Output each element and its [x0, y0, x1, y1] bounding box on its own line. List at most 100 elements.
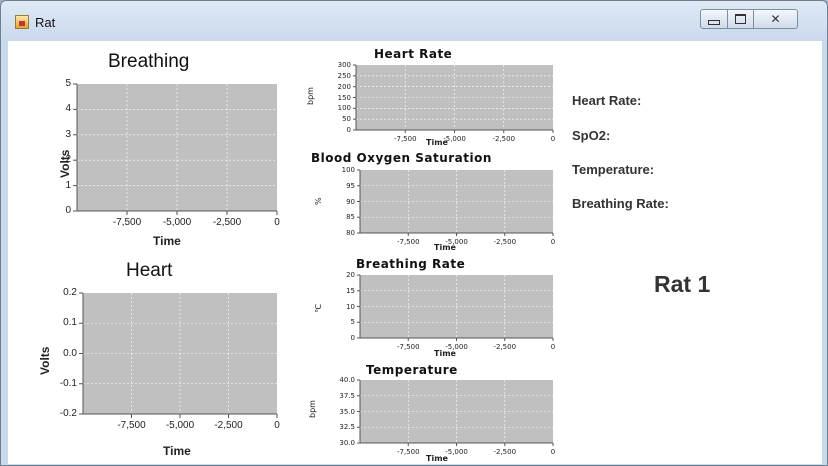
- spo2-label: SpO2:: [572, 128, 611, 143]
- chart-plot: [357, 169, 554, 236]
- x-axis-label: Time: [163, 444, 191, 458]
- x-tick-label: -2,500: [492, 135, 516, 143]
- chart-plot: [353, 64, 554, 133]
- y-tick-label: 1: [65, 179, 71, 191]
- y-tick-label: 85: [346, 213, 355, 222]
- y-tick-label: 15: [346, 286, 355, 295]
- blood-oxygen-chart: Blood Oxygen Saturation Time % 100 95 90 85…: [304, 151, 556, 255]
- y-tick-label: 35.0: [339, 407, 355, 416]
- y-tick-label: 0.2: [63, 287, 77, 298]
- x-tick-label: -2,500: [493, 238, 517, 246]
- plot-area: [77, 84, 277, 211]
- x-tick-label: -2,500: [493, 343, 517, 351]
- y-tick-label: 0: [350, 334, 355, 342]
- java-app-icon[interactable]: [15, 15, 29, 29]
- x-tick-label: -5,000: [162, 217, 192, 228]
- close-icon: ✕: [770, 12, 781, 26]
- x-tick-label: 0: [550, 343, 556, 351]
- y-tick-label: 10: [346, 302, 355, 311]
- chart-plot: [357, 379, 554, 446]
- x-axis-label: Time: [153, 234, 181, 248]
- y-tick-label: 95: [346, 181, 355, 190]
- y-tick-label: 0.0: [63, 347, 77, 359]
- y-tick-label: 3: [65, 128, 71, 140]
- x-tick-label: -7,500: [393, 135, 417, 143]
- y-tick-label: 50: [342, 115, 351, 124]
- x-axis-label: Time: [434, 243, 456, 252]
- heart-rate-chart: Heart Rate Time bpm 300 250 200 150 100 50 0 -7…: [304, 45, 556, 149]
- title-bar[interactable]: Rat ✕: [1, 1, 828, 41]
- y-tick-label: 100: [341, 166, 355, 174]
- x-tick-label: -7,500: [396, 448, 420, 456]
- x-tick-label: -7,500: [396, 343, 420, 351]
- y-tick-label: 40.0: [339, 376, 355, 384]
- chart-title: Temperature: [366, 363, 458, 377]
- chart-title: Breathing Rate: [356, 257, 466, 271]
- y-tick-label: 300: [337, 61, 351, 69]
- y-tick-label: 0: [65, 205, 71, 216]
- x-tick-label: -5,000: [165, 420, 195, 431]
- x-axis-label: Time: [434, 349, 456, 358]
- chart-title: Heart: [126, 260, 173, 281]
- y-tick-label: -0.1: [59, 377, 77, 389]
- x-axis-label: Time: [426, 454, 448, 463]
- x-tick-label: -5,000: [443, 135, 466, 143]
- y-tick-label: 80: [346, 229, 355, 237]
- y-tick-label: 150: [337, 93, 351, 102]
- y-tick-label: 100: [337, 104, 351, 113]
- maximize-icon: [735, 14, 746, 24]
- close-button[interactable]: ✕: [754, 9, 798, 29]
- breathing-rate-label: Breathing Rate:: [572, 196, 669, 211]
- y-axis-label: %: [314, 197, 323, 205]
- y-tick-label: 37.5: [339, 391, 355, 400]
- x-tick-label: -7,500: [117, 420, 146, 431]
- heart-chart: Heart Time Volts 0.2 0.1 0.0 -0.1 -0.2 -7,500…: [8, 253, 288, 464]
- x-tick-label: 0: [550, 135, 556, 143]
- y-axis-label: bpm: [306, 87, 315, 105]
- y-tick-label: 20: [346, 271, 355, 279]
- breathing-chart: Breathing Time Volts 5 4 3 2 1 0 -7,500 -5,000-…: [8, 41, 288, 253]
- content-panel: Breathing Time Volts 5 4 3 2 1 0 -7,500 -5,000-…: [8, 41, 822, 464]
- y-tick-label: 5: [350, 318, 355, 327]
- temperature-chart: Temperature Time bpm 40.0 37.5 35.0 32.5 30.…: [304, 363, 556, 464]
- y-tick-label: 90: [346, 197, 355, 206]
- x-tick-label: -5,000: [445, 238, 468, 246]
- y-axis-label: Volts: [38, 346, 52, 375]
- x-tick-label: 0: [550, 238, 556, 246]
- heart-rate-label: Heart Rate:: [572, 93, 642, 108]
- y-tick-label: 0.1: [63, 317, 77, 329]
- x-tick-label: -5,000: [445, 343, 468, 351]
- breathing-rate-chart: Breathing Rate Time ℃ 20 15 10 5 0 -7,500 -5,0…: [304, 257, 556, 361]
- y-tick-label: 250: [337, 71, 351, 80]
- rat-name-label: Rat 1: [654, 271, 711, 297]
- temperature-label: Temperature:: [572, 162, 655, 177]
- x-tick-label: 0: [274, 420, 280, 431]
- maximize-button[interactable]: [728, 9, 754, 29]
- minimize-icon: [708, 19, 720, 25]
- y-axis-label: bpm: [308, 400, 317, 418]
- chart-plot: [357, 274, 554, 341]
- chart-title: Blood Oxygen Saturation: [311, 151, 492, 165]
- y-tick-label: 0: [346, 126, 351, 134]
- chart-title: Breathing: [108, 51, 190, 72]
- chart-plot: [79, 292, 278, 418]
- minimize-button[interactable]: [700, 9, 728, 29]
- y-tick-label: 30.0: [339, 439, 355, 447]
- chart-plot: [73, 83, 278, 215]
- window-title: Rat: [35, 15, 56, 30]
- x-tick-label: 0: [550, 448, 556, 456]
- y-tick-label: -0.2: [59, 408, 77, 419]
- chart-title: Heart Rate: [374, 47, 453, 61]
- x-axis-label: Time: [426, 138, 448, 147]
- x-tick-label: -2,500: [214, 420, 243, 431]
- x-tick-label: 0: [274, 217, 280, 228]
- y-tick-label: 32.5: [339, 423, 355, 432]
- x-tick-label: -7,500: [112, 217, 142, 228]
- y-tick-label: 4: [65, 103, 71, 115]
- y-axis-label: ℃: [314, 304, 323, 313]
- y-tick-label: 5: [65, 78, 71, 89]
- x-tick-label: -7,500: [396, 238, 420, 246]
- x-tick-label: -5,000: [445, 448, 468, 456]
- x-tick-label: -2,500: [493, 448, 517, 456]
